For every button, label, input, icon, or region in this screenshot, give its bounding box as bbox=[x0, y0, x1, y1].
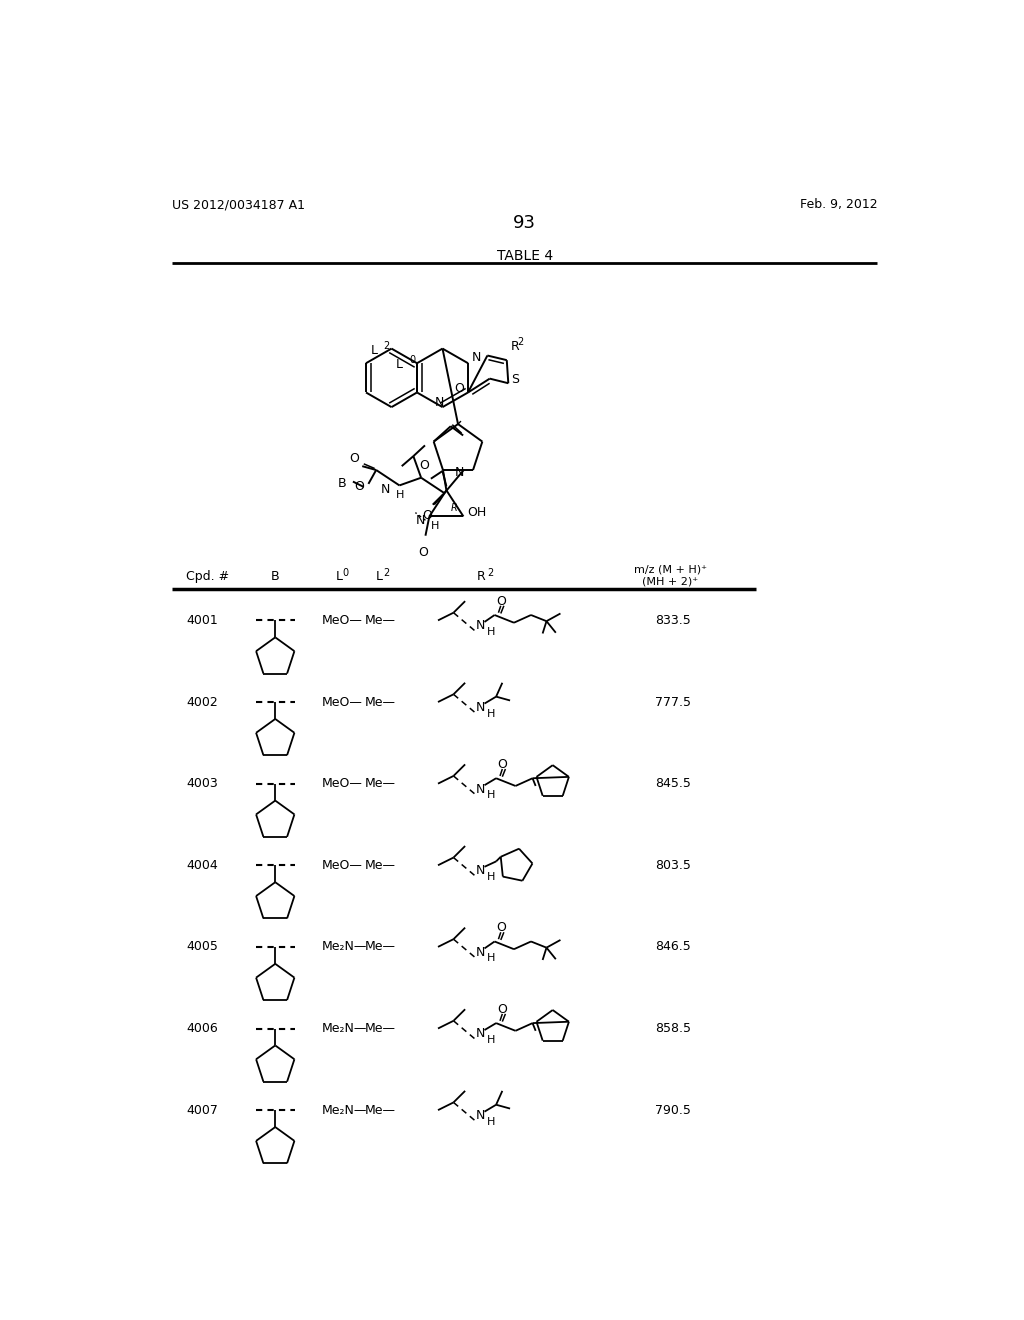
Text: O: O bbox=[354, 480, 364, 494]
Text: 0: 0 bbox=[410, 355, 416, 366]
Text: L: L bbox=[376, 570, 383, 583]
Text: Me₂N—: Me₂N— bbox=[322, 1104, 368, 1117]
Text: N: N bbox=[435, 396, 444, 409]
Text: L: L bbox=[396, 358, 403, 371]
Text: N: N bbox=[476, 701, 485, 714]
Text: 790.5: 790.5 bbox=[655, 1104, 691, 1117]
Text: B: B bbox=[271, 570, 280, 583]
Text: Me₂N—: Me₂N— bbox=[322, 1022, 368, 1035]
Text: TABLE 4: TABLE 4 bbox=[497, 249, 553, 263]
Text: 777.5: 777.5 bbox=[655, 696, 691, 709]
Text: H: H bbox=[486, 1035, 496, 1045]
Text: 845.5: 845.5 bbox=[655, 777, 691, 791]
Text: O: O bbox=[420, 459, 429, 473]
Text: MeO—: MeO— bbox=[322, 614, 362, 627]
Text: US 2012/0034187 A1: US 2012/0034187 A1 bbox=[172, 198, 305, 211]
Text: H: H bbox=[486, 1117, 496, 1127]
Text: 0: 0 bbox=[343, 569, 349, 578]
Text: N: N bbox=[472, 351, 481, 363]
Text: H: H bbox=[486, 709, 496, 718]
Text: 4001: 4001 bbox=[186, 614, 218, 627]
Text: MeO—: MeO— bbox=[322, 777, 362, 791]
Text: 4006: 4006 bbox=[186, 1022, 218, 1035]
Text: O: O bbox=[496, 594, 506, 607]
Text: MeO—: MeO— bbox=[322, 859, 362, 871]
Text: R: R bbox=[451, 503, 457, 513]
Text: 833.5: 833.5 bbox=[655, 614, 691, 627]
Text: O: O bbox=[418, 545, 428, 558]
Text: Me₂N—: Me₂N— bbox=[322, 940, 368, 953]
Text: N: N bbox=[476, 619, 485, 632]
Text: MeO—: MeO— bbox=[322, 696, 362, 709]
Text: N: N bbox=[476, 1027, 485, 1040]
Text: 803.5: 803.5 bbox=[655, 859, 691, 871]
Text: O: O bbox=[454, 381, 464, 395]
Text: Me—: Me— bbox=[365, 1022, 395, 1035]
Text: L: L bbox=[336, 570, 343, 583]
Text: m/z (M + H)⁺: m/z (M + H)⁺ bbox=[634, 565, 707, 574]
Text: 858.5: 858.5 bbox=[655, 1022, 691, 1035]
Text: O: O bbox=[498, 1003, 507, 1016]
Text: L: L bbox=[371, 343, 378, 356]
Text: 4002: 4002 bbox=[186, 696, 218, 709]
Text: H: H bbox=[486, 791, 496, 800]
Text: Me—: Me— bbox=[365, 614, 395, 627]
Text: Me—: Me— bbox=[365, 777, 395, 791]
Text: N: N bbox=[476, 783, 485, 796]
Text: Me—: Me— bbox=[365, 1104, 395, 1117]
Text: 2: 2 bbox=[517, 337, 524, 347]
Text: OH: OH bbox=[467, 506, 486, 519]
Text: 4005: 4005 bbox=[186, 940, 218, 953]
Text: 2: 2 bbox=[384, 341, 390, 351]
Text: H: H bbox=[486, 871, 496, 882]
Text: Cpd. #: Cpd. # bbox=[186, 570, 229, 583]
Text: N: N bbox=[476, 945, 485, 958]
Text: 93: 93 bbox=[513, 214, 537, 232]
Text: N: N bbox=[476, 1109, 485, 1122]
Text: Me—: Me— bbox=[365, 696, 395, 709]
Text: 4004: 4004 bbox=[186, 859, 218, 871]
Text: N: N bbox=[455, 466, 464, 479]
Text: Me—: Me— bbox=[365, 859, 395, 871]
Text: H: H bbox=[431, 520, 439, 531]
Text: N: N bbox=[476, 865, 485, 878]
Text: Feb. 9, 2012: Feb. 9, 2012 bbox=[800, 198, 878, 211]
Text: O: O bbox=[496, 921, 506, 935]
Text: N: N bbox=[416, 513, 425, 527]
Text: R: R bbox=[476, 570, 485, 583]
Text: 846.5: 846.5 bbox=[655, 940, 691, 953]
Text: B: B bbox=[338, 478, 347, 490]
Text: 2: 2 bbox=[383, 569, 389, 578]
Text: H: H bbox=[396, 490, 404, 500]
Text: O: O bbox=[498, 758, 507, 771]
Text: 4007: 4007 bbox=[186, 1104, 218, 1117]
Text: S: S bbox=[511, 372, 518, 385]
Text: O: O bbox=[422, 508, 432, 521]
Text: (MH + 2)⁺: (MH + 2)⁺ bbox=[642, 576, 698, 586]
Text: R: R bbox=[511, 339, 519, 352]
Text: Me—: Me— bbox=[365, 940, 395, 953]
Text: H: H bbox=[486, 627, 496, 638]
Text: 4003: 4003 bbox=[186, 777, 218, 791]
Text: O: O bbox=[349, 451, 359, 465]
Text: 2: 2 bbox=[487, 569, 494, 578]
Text: H: H bbox=[486, 953, 496, 964]
Text: N: N bbox=[381, 483, 390, 496]
